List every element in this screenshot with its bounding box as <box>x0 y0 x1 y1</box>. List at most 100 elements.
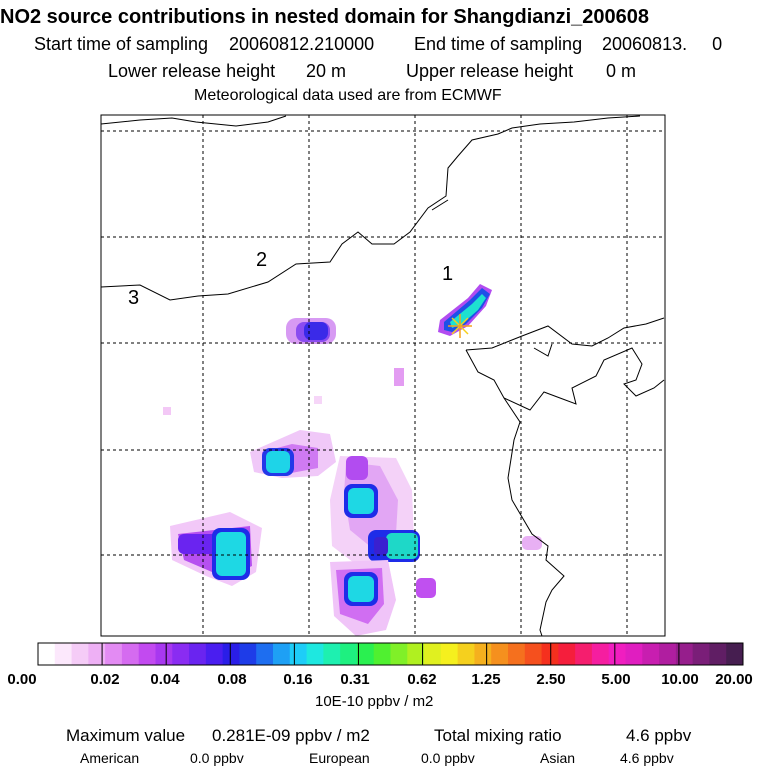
end-time-label: End time of sampling <box>414 34 583 54</box>
colorbar-tick-label: 0.16 <box>283 671 313 688</box>
colorbar-swatch <box>424 643 442 665</box>
european-value: 0.0 ppbv <box>421 750 475 766</box>
colorbar-tick-label: 0.08 <box>217 671 247 688</box>
plume-cell <box>266 451 290 473</box>
colorbar-swatch <box>340 643 358 665</box>
colorbar-swatch <box>172 643 190 665</box>
colorbar-swatch <box>726 643 744 665</box>
upper-height-label: Upper release height <box>406 61 574 81</box>
colorbar-swatch <box>407 643 425 665</box>
plume-cell <box>348 488 374 514</box>
colorbar-tick-label: 1.25 <box>471 671 501 688</box>
colorbar-swatch <box>575 643 593 665</box>
colorbar-swatch <box>390 643 408 665</box>
plume-layer <box>163 284 542 636</box>
colorbar-swatch <box>189 643 207 665</box>
colorbar-swatch <box>373 643 391 665</box>
coastline <box>101 115 641 301</box>
asian-label: Asian <box>540 750 576 766</box>
coastline-layer <box>101 115 665 636</box>
colorbar-swatch <box>121 643 140 665</box>
plume-cell <box>416 578 436 598</box>
met-data-note: Meteorological data used are from ECMWF <box>194 87 502 104</box>
lower-height-value: 20 m <box>306 61 347 81</box>
colorbar-tick-label: 2.50 <box>536 671 566 688</box>
region-label-3: 3 <box>128 287 139 309</box>
colorbar-swatch <box>205 643 224 665</box>
upper-height-value: 0 m <box>606 61 637 81</box>
plume-cell <box>314 396 322 404</box>
plot-title: NO2 source contributions in nested domai… <box>0 6 650 28</box>
plume-cell <box>394 368 404 386</box>
colorbar-tick-label: 0.04 <box>150 671 180 688</box>
lower-height-label: Lower release height <box>108 61 276 81</box>
colorbar-swatch <box>273 643 291 665</box>
colorbar-frame <box>37 642 744 666</box>
colorbar-swatch <box>558 643 576 665</box>
colorbar-swatch <box>608 643 626 665</box>
european-label: European <box>309 750 370 766</box>
plume-cell <box>346 456 368 480</box>
colorbar-swatch <box>591 643 610 665</box>
colorbar-swatch <box>306 643 324 665</box>
colorbar-swatch <box>524 643 543 665</box>
start-time-label: Start time of sampling <box>34 34 209 54</box>
total-mixing-label: Total mixing ratio <box>434 726 562 745</box>
plume-cell <box>216 532 246 576</box>
colorbar-swatch <box>239 643 257 665</box>
colorbar-swatch <box>642 643 660 665</box>
start-time-value: 20060812.210000 <box>229 34 375 54</box>
map-plot-area: 1 2 3 <box>101 115 665 636</box>
graticule <box>101 115 665 636</box>
colorbar-swatch <box>289 643 308 665</box>
colorbar-tick-label: 0.62 <box>407 671 437 688</box>
colorbar-tick-label: 20.00 <box>715 671 753 688</box>
colorbar-tick-label: 0.00 <box>7 671 37 688</box>
plume-cell <box>374 537 388 555</box>
plume-cell <box>522 536 542 550</box>
colorbar-tick-label: 10.00 <box>661 671 699 688</box>
coastline <box>533 343 553 357</box>
colorbar-swatch <box>256 643 274 665</box>
colorbar-swatch <box>541 643 559 665</box>
colorbar-tick-label: 5.00 <box>601 671 631 688</box>
colorbar-swatch <box>155 643 173 665</box>
coastline <box>503 397 565 636</box>
american-label: American <box>80 750 140 766</box>
colorbar-swatch <box>675 643 694 665</box>
coastline <box>465 347 665 411</box>
total-mixing-value: 4.6 ppbv <box>626 726 692 745</box>
american-value: 0.0 ppbv <box>190 750 244 766</box>
plume-cell <box>304 322 328 340</box>
colorbar-tick-label: 0.02 <box>90 671 120 688</box>
colorbar-swatch <box>88 643 106 665</box>
end-time-value: 20060813. 0 <box>602 34 723 54</box>
plume-cell <box>386 533 418 559</box>
colorbar-swatch <box>474 643 492 665</box>
map-frame <box>100 114 666 637</box>
colorbar-swatch <box>356 643 375 665</box>
colorbar <box>38 643 744 665</box>
colorbar-swatch <box>491 643 509 665</box>
colorbar-swatch <box>709 643 727 665</box>
colorbar-swatch <box>71 643 89 665</box>
star-marker <box>448 314 472 338</box>
colorbar-swatch <box>222 643 240 665</box>
colorbar-swatch <box>508 643 526 665</box>
max-value: 0.281E-09 ppbv / m2 <box>212 726 370 745</box>
colorbar-swatch <box>440 643 459 665</box>
colorbar-swatch <box>323 643 341 665</box>
colorbar-unit-label: 10E-10 ppbv / m2 <box>315 693 434 710</box>
region-label-2: 2 <box>256 249 267 271</box>
region-label-1: 1 <box>442 263 453 285</box>
colorbar-swatch <box>38 643 56 665</box>
colorbar-swatch <box>54 643 73 665</box>
plume-cell <box>348 576 374 602</box>
max-value-label: Maximum value <box>66 726 186 745</box>
colorbar-tick-label: 0.31 <box>340 671 370 688</box>
coastline <box>465 317 665 351</box>
colorbar-swatch <box>625 643 643 665</box>
colorbar-swatch <box>659 643 677 665</box>
colorbar-swatch <box>692 643 710 665</box>
colorbar-swatch <box>138 643 156 665</box>
